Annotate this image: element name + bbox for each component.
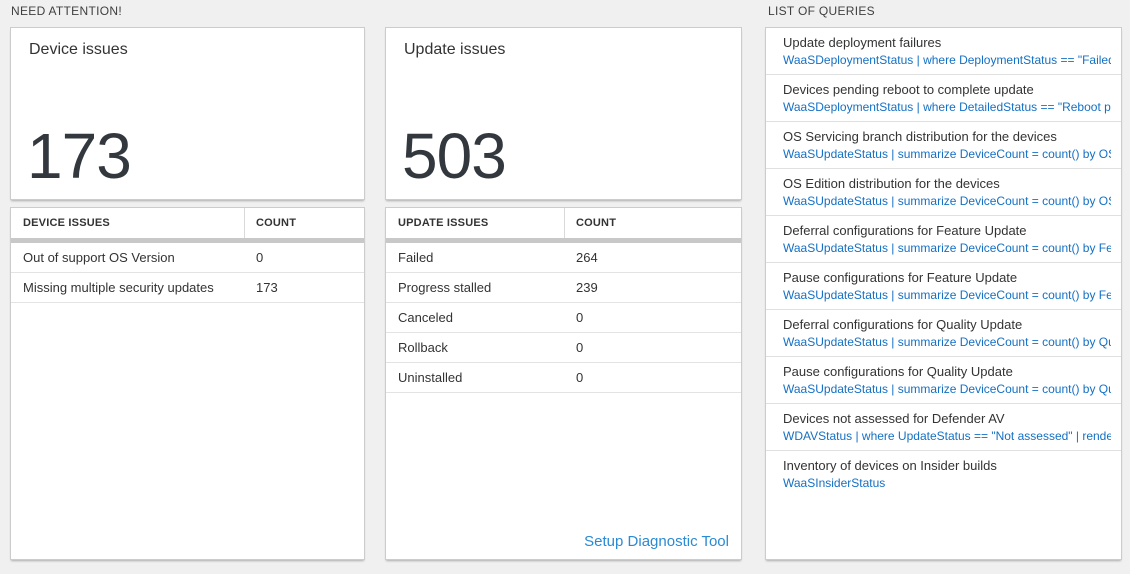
device-issue-count: 173 xyxy=(256,280,278,295)
update-issue-count: 0 xyxy=(576,310,584,325)
device-issues-table-header: DEVICE ISSUES COUNT xyxy=(11,208,364,238)
need-attention-section-label: NEED ATTENTION! xyxy=(11,4,122,18)
query-list-item[interactable]: Devices pending reboot to complete updat… xyxy=(766,75,1121,122)
query-list-panel: Update deployment failures WaaSDeploymen… xyxy=(765,27,1122,560)
query-list-item[interactable]: Pause configurations for Quality Update … xyxy=(766,357,1121,404)
update-issue-label: Rollback xyxy=(398,340,448,355)
device-issues-count-value: 173 xyxy=(27,120,132,193)
query-code-link[interactable]: WaaSDeploymentStatus | where DetailedSta… xyxy=(783,100,1111,114)
query-list-item[interactable]: Deferral configurations for Quality Upda… xyxy=(766,310,1121,357)
list-of-queries-section-label: LIST OF QUERIES xyxy=(768,4,875,18)
update-issues-table-header: UPDATE ISSUES COUNT xyxy=(386,208,741,238)
update-issues-count-value: 503 xyxy=(402,120,507,193)
device-issues-tile[interactable]: Device issues 173 xyxy=(10,27,365,200)
setup-diagnostic-tool-link[interactable]: Setup Diagnostic Tool xyxy=(584,533,729,550)
update-issues-column-header: UPDATE ISSUES xyxy=(386,208,565,238)
query-code-link[interactable]: WaaSUpdateStatus | summarize DeviceCount… xyxy=(783,147,1111,161)
device-issues-tile-title: Device issues xyxy=(29,41,128,58)
table-row[interactable]: Rollback 0 xyxy=(386,333,741,363)
query-list-item[interactable]: Pause configurations for Feature Update … xyxy=(766,263,1121,310)
table-row[interactable]: Out of support OS Version 0 xyxy=(11,243,364,273)
query-title: Deferral configurations for Quality Upda… xyxy=(783,317,1023,332)
query-code-link[interactable]: WaaSUpdateStatus | summarize DeviceCount… xyxy=(783,241,1111,255)
update-issue-label: Uninstalled xyxy=(398,370,463,385)
query-code-link[interactable]: WaaSDeploymentStatus | where DeploymentS… xyxy=(783,53,1111,67)
device-issues-column-header: DEVICE ISSUES xyxy=(11,208,245,238)
query-code-link[interactable]: WaaSUpdateStatus | summarize DeviceCount… xyxy=(783,335,1111,349)
device-count-column-header: COUNT xyxy=(256,217,297,229)
query-title: Pause configurations for Quality Update xyxy=(783,364,1013,379)
query-code-link[interactable]: WaaSUpdateStatus | summarize DeviceCount… xyxy=(783,194,1111,208)
update-issues-tile[interactable]: Update issues 503 xyxy=(385,27,742,200)
update-count-column-header: COUNT xyxy=(576,217,617,229)
device-issue-count: 0 xyxy=(256,250,264,265)
table-row[interactable]: Missing multiple security updates 173 xyxy=(11,273,364,303)
update-issue-count: 0 xyxy=(576,370,584,385)
table-header-divider-bar xyxy=(386,238,741,243)
table-header-divider-bar xyxy=(11,238,364,243)
update-issue-label: Canceled xyxy=(398,310,453,325)
table-row[interactable]: Canceled 0 xyxy=(386,303,741,333)
update-issues-tile-title: Update issues xyxy=(404,41,506,58)
query-title: Devices pending reboot to complete updat… xyxy=(783,82,1034,97)
update-issue-count: 264 xyxy=(576,250,598,265)
query-title: Deferral configurations for Feature Upda… xyxy=(783,223,1027,238)
update-issue-count: 0 xyxy=(576,340,584,355)
query-title: Update deployment failures xyxy=(783,35,942,50)
query-code-link[interactable]: WaaSInsiderStatus xyxy=(783,476,886,490)
query-code-link[interactable]: WaaSUpdateStatus | summarize DeviceCount… xyxy=(783,382,1111,396)
query-title: Inventory of devices on Insider builds xyxy=(783,458,997,473)
update-issues-table: UPDATE ISSUES COUNT Failed 264 Progress … xyxy=(385,207,742,560)
device-issues-table: DEVICE ISSUES COUNT Out of support OS Ve… xyxy=(10,207,365,560)
update-issue-label: Progress stalled xyxy=(398,280,492,295)
table-row[interactable]: Failed 264 xyxy=(386,243,741,273)
update-issue-count: 239 xyxy=(576,280,598,295)
query-title: OS Edition distribution for the devices xyxy=(783,176,1000,191)
table-row[interactable]: Uninstalled 0 xyxy=(386,363,741,393)
table-row[interactable]: Progress stalled 239 xyxy=(386,273,741,303)
query-list-item[interactable]: Update deployment failures WaaSDeploymen… xyxy=(766,28,1121,75)
query-title: Devices not assessed for Defender AV xyxy=(783,411,1005,426)
query-title: Pause configurations for Feature Update xyxy=(783,270,1018,285)
device-issue-label: Missing multiple security updates xyxy=(23,280,214,295)
query-list-item[interactable]: Deferral configurations for Feature Upda… xyxy=(766,216,1121,263)
query-code-link[interactable]: WaaSUpdateStatus | summarize DeviceCount… xyxy=(783,288,1111,302)
query-title: OS Servicing branch distribution for the… xyxy=(783,129,1057,144)
query-list-item[interactable]: OS Edition distribution for the devices … xyxy=(766,169,1121,216)
device-issue-label: Out of support OS Version xyxy=(23,250,175,265)
query-list-item[interactable]: Inventory of devices on Insider builds W… xyxy=(766,451,1121,498)
query-list-item[interactable]: OS Servicing branch distribution for the… xyxy=(766,122,1121,169)
query-list-item[interactable]: Devices not assessed for Defender AV WDA… xyxy=(766,404,1121,451)
update-issue-label: Failed xyxy=(398,250,434,265)
query-code-link[interactable]: WDAVStatus | where UpdateStatus == "Not … xyxy=(783,429,1111,443)
